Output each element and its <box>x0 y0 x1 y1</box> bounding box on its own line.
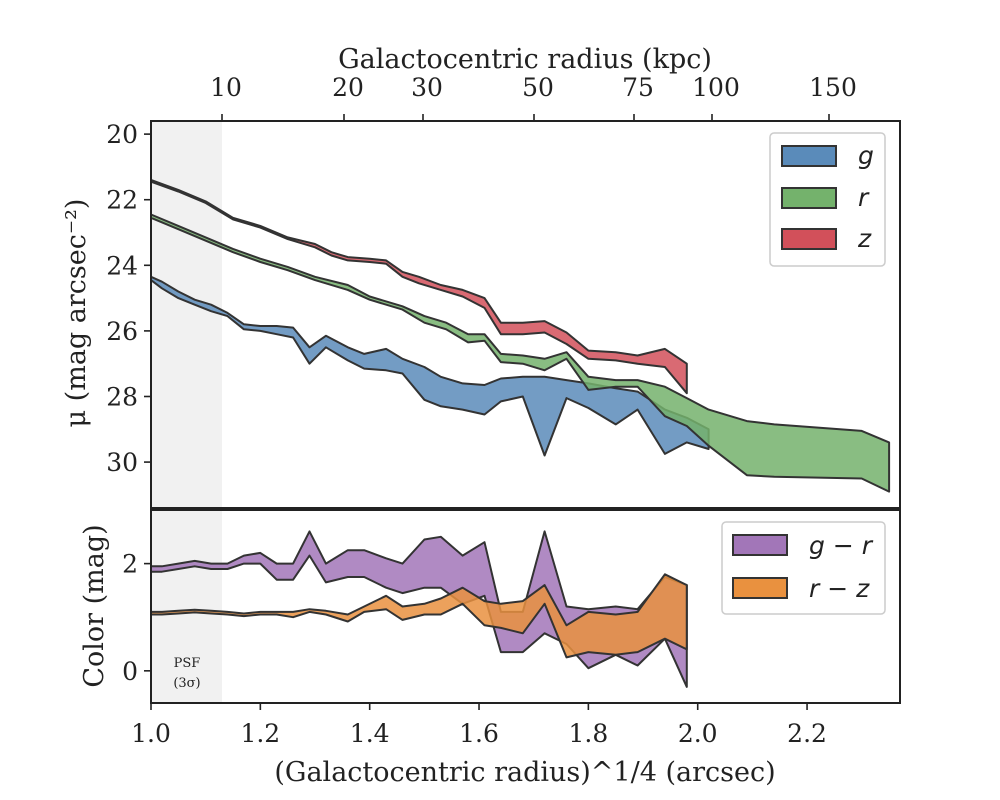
top-x-tick-label: 75 <box>622 73 654 102</box>
area-band-g <box>150 275 710 457</box>
top-x-axis-title: Galactocentric radius (kpc) <box>338 44 712 75</box>
area-band-g-r <box>150 530 688 688</box>
y-tick-label: 0 <box>122 657 138 686</box>
bottom-y-axis-title: Color (mag) <box>79 524 110 687</box>
top-y-ticks: 20 22 24 26 28 30 <box>106 120 151 477</box>
top-panel: 20 22 24 26 28 30 10 20 30 50 75 100 150 Galactocen… <box>61 44 901 509</box>
bottom-psf-region <box>151 510 222 703</box>
y-tick-label: 24 <box>106 251 138 280</box>
x-tick-label: 2.2 <box>787 719 827 748</box>
bottom-y-ticks: 02 <box>122 550 151 686</box>
legend-label-g-r: g − r <box>809 531 874 560</box>
y-tick-label: 2 <box>122 550 138 579</box>
legend-label-r-z: r − z <box>809 574 870 603</box>
bottom-panel: 02 1.0 1.2 1.4 1.6 1.8 2.0 2.2 PSF (3σ) (Galac… <box>79 509 901 788</box>
top-x-tick-label: 10 <box>210 73 242 102</box>
bottom-series-group <box>150 530 688 688</box>
x-tick-label: 1.8 <box>568 719 608 748</box>
legend-swatch-g <box>781 145 837 167</box>
x-tick-label: 2.0 <box>678 719 718 748</box>
x-tick-label: 1.2 <box>240 719 280 748</box>
psf-annotation-line2: (3σ) <box>173 676 200 691</box>
bottom-x-axis-title: (Galactocentric radius)^1/4 (arcsec) <box>274 757 775 788</box>
area-band-r <box>150 213 891 493</box>
top-x-ticks: 10 20 30 50 75 100 150 <box>210 73 857 121</box>
psf-annotation-line1: PSF <box>174 656 201 671</box>
legend-swatch-r-z <box>732 577 788 599</box>
legend-swatch-z <box>781 228 837 250</box>
y-tick-label: 28 <box>106 382 138 411</box>
legend-label-r: r <box>858 183 870 212</box>
x-tick-label: 1.6 <box>459 719 499 748</box>
top-x-tick-label: 50 <box>522 73 554 102</box>
y-tick-label: 22 <box>106 186 138 215</box>
top-legend: g r z <box>769 132 886 267</box>
x-tick-label: 1.4 <box>350 719 390 748</box>
bottom-x-ticks: 1.0 1.2 1.4 1.6 1.8 2.0 2.2 <box>131 703 827 748</box>
bottom-frame <box>150 509 901 704</box>
top-x-tick-label: 100 <box>692 73 740 102</box>
y-tick-label: 20 <box>106 120 138 149</box>
top-psf-region <box>151 121 222 508</box>
legend-swatch-r <box>781 187 837 209</box>
top-y-axis-title: μ (mag arcsec⁻²) <box>61 199 92 428</box>
legend-label-z: z <box>857 224 872 253</box>
legend-label-g: g <box>858 141 874 170</box>
area-band-r-z <box>150 573 688 659</box>
top-x-tick-label: 20 <box>332 73 364 102</box>
x-tick-label: 1.0 <box>131 719 171 748</box>
y-tick-label: 26 <box>106 317 138 346</box>
y-tick-label: 30 <box>106 448 138 477</box>
bottom-legend: g − r r − z <box>721 521 886 615</box>
top-frame <box>150 120 901 509</box>
top-x-tick-label: 150 <box>809 73 857 102</box>
area-band-z <box>150 179 688 395</box>
legend-swatch-g-r <box>732 534 788 556</box>
top-series-group <box>150 179 891 493</box>
top-x-tick-label: 30 <box>411 73 443 102</box>
